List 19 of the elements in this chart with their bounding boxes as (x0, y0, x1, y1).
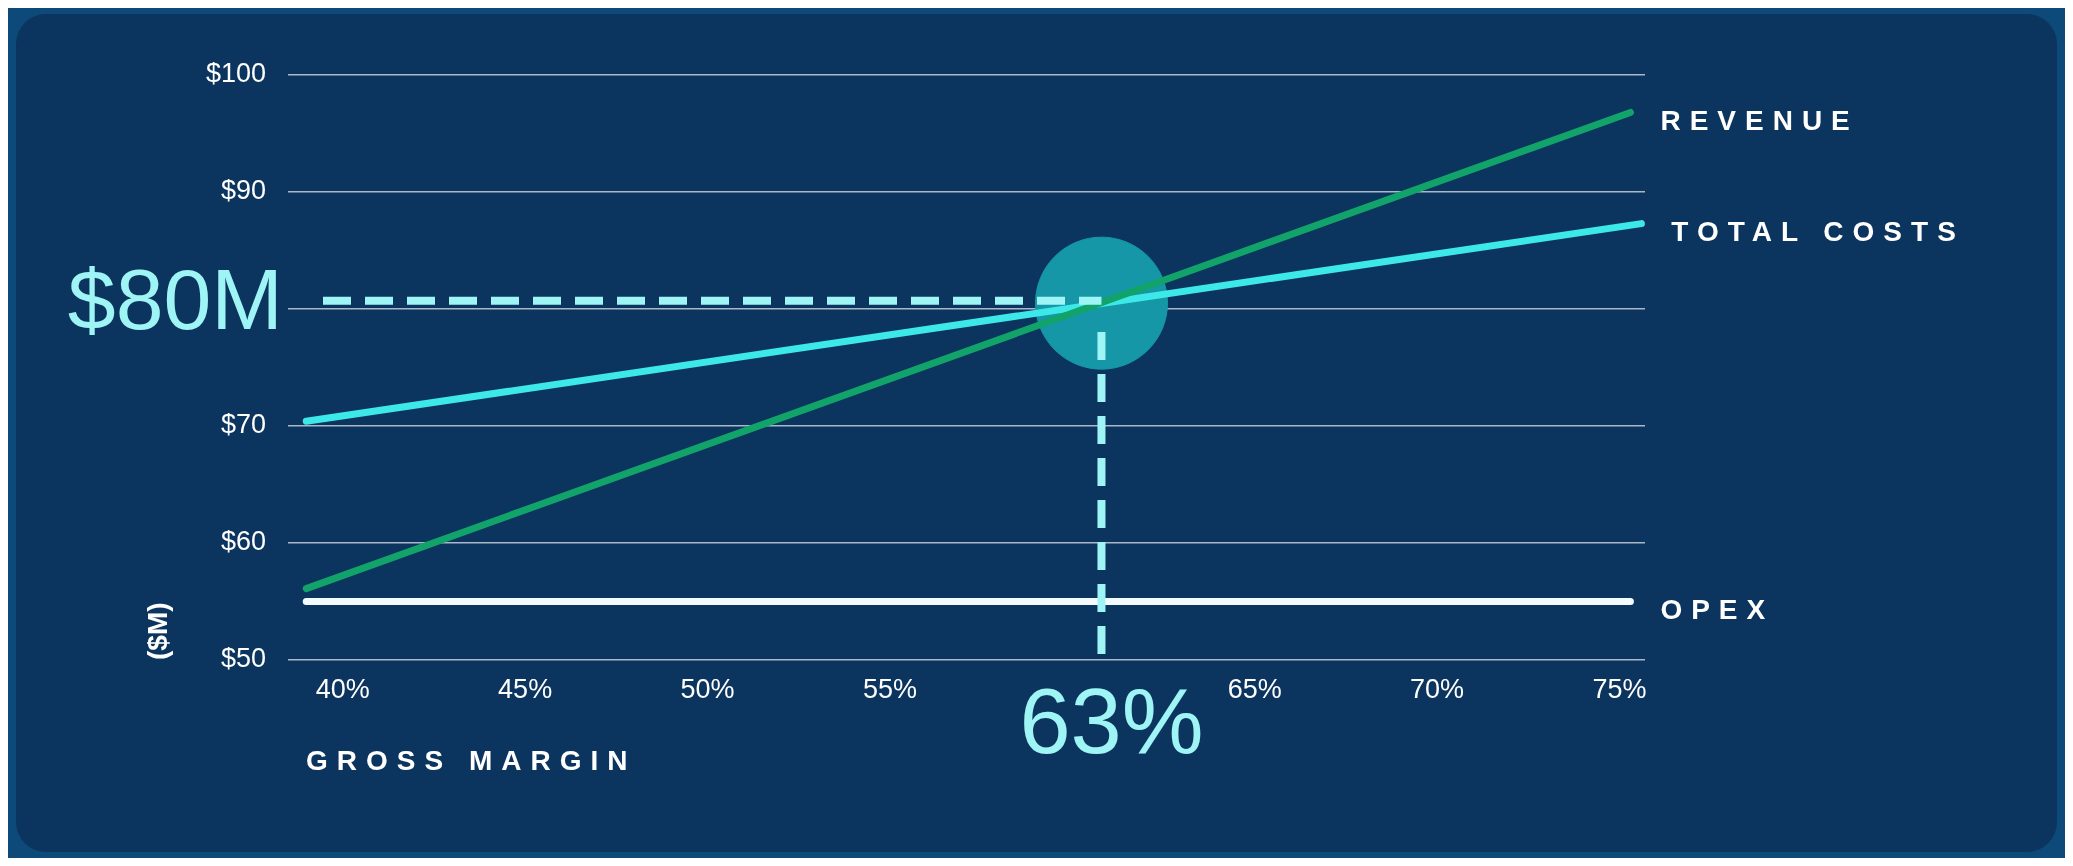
ref-line-label: $80M (67, 250, 283, 347)
x-tick-label: 65% (1227, 673, 1282, 704)
x-tick-label: 75% (1592, 673, 1647, 704)
series-label: TOTAL COSTS (1671, 216, 1965, 248)
x-tick-label: 55% (862, 673, 917, 704)
y-tick-label: $100 (205, 58, 266, 89)
x-tick-label: 40% (315, 673, 370, 704)
y-axis-title: ($M) (141, 602, 173, 660)
y-tick-label: $70 (220, 409, 266, 440)
series-label: REVENUE (1660, 105, 1859, 137)
x-tick-label: 70% (1410, 673, 1465, 704)
y-tick-label: $60 (220, 526, 266, 557)
x-tick-label: 45% (498, 673, 553, 704)
x-axis-title: GROSS MARGIN (306, 744, 637, 776)
x-tick-label: 50% (680, 673, 735, 704)
series-label: OPEX (1660, 594, 1775, 626)
text: 63% (1019, 670, 1204, 773)
y-tick-label: $50 (220, 643, 266, 674)
y-tick-label: $90 (220, 175, 266, 206)
